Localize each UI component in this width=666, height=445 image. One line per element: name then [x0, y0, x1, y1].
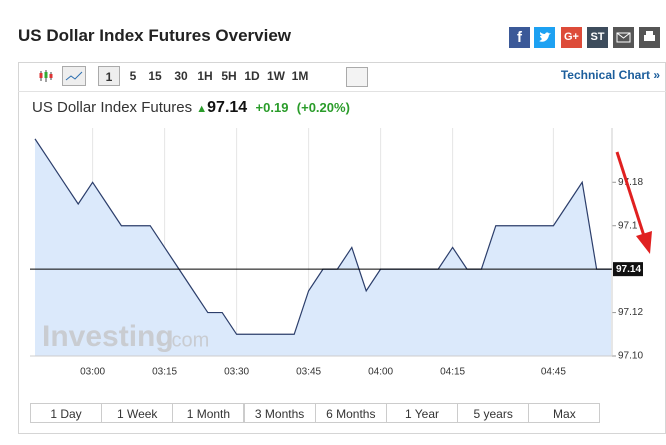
- print-icon: [644, 31, 655, 41]
- range-button[interactable]: 1 Year: [386, 403, 458, 423]
- x-tick-label: 03:30: [224, 367, 249, 378]
- y-tick-label: 97.18: [618, 177, 643, 188]
- interval-button[interactable]: 1: [98, 66, 120, 86]
- annotation-arrow: [615, 151, 646, 237]
- range-button[interactable]: 1 Week: [101, 403, 174, 423]
- range-button[interactable]: 6 Months: [314, 403, 387, 423]
- area-fill: [35, 138, 611, 356]
- settings-button[interactable]: [346, 67, 368, 87]
- interval-button[interactable]: 1M: [291, 69, 309, 83]
- interval-button[interactable]: 1H: [197, 69, 213, 83]
- chart: Investing .com 97.10 97.12 97.1 97.18 03:00 0…: [30, 128, 652, 378]
- x-tick-label: 04:45: [541, 367, 566, 378]
- interval-button[interactable]: 5H: [221, 69, 237, 83]
- y-tick-label: 97.10: [618, 351, 643, 362]
- mail-icon: [616, 32, 631, 43]
- candle-button[interactable]: [36, 66, 56, 86]
- x-tick-label: 03:45: [296, 367, 321, 378]
- candle-icon: [39, 70, 53, 82]
- interval-button[interactable]: 15: [148, 69, 162, 83]
- interval-button[interactable]: 30: [174, 69, 188, 83]
- interval-button[interactable]: 1W: [267, 69, 285, 83]
- share-facebook[interactable]: f: [509, 27, 530, 48]
- interval-button[interactable]: 5: [129, 69, 137, 83]
- price: 97.14: [207, 99, 248, 116]
- up-arrow: ▲: [196, 103, 208, 115]
- share-stocktwits[interactable]: ST: [587, 27, 608, 48]
- last-price-label: 97.14: [616, 264, 641, 275]
- share-twitter[interactable]: [534, 27, 555, 48]
- line-button[interactable]: [62, 66, 86, 86]
- title: US Dollar Index Futures Overview: [18, 26, 292, 45]
- watermark-suffix: .com: [166, 329, 209, 351]
- x-tick-label: 03:00: [80, 367, 105, 378]
- y-tick-label: 97.12: [618, 307, 643, 318]
- range-button[interactable]: 1 Month: [172, 403, 245, 423]
- technical-chart-link[interactable]: Technical Chart »: [560, 68, 660, 82]
- share-email[interactable]: [613, 27, 634, 48]
- watermark-brand: Investing: [42, 320, 174, 353]
- y-tick-label: 97.1: [618, 220, 638, 231]
- x-tick-label: 04:00: [368, 367, 393, 378]
- share-google[interactable]: G+: [561, 27, 582, 48]
- twitter-icon: [539, 32, 551, 42]
- change-percent: (+0.20%): [296, 100, 350, 115]
- annotation-arrowhead: [636, 231, 652, 254]
- x-tick-label: 04:15: [440, 367, 465, 378]
- last-price-box: [613, 262, 643, 277]
- divider: [18, 91, 666, 92]
- range-button[interactable]: 3 Months: [243, 403, 316, 423]
- interval-button[interactable]: 1D: [244, 69, 260, 83]
- quote: US Dollar Index Futures ▲97.14 +0.19 (+0…: [32, 99, 350, 117]
- change: +0.19: [255, 100, 289, 115]
- print[interactable]: [639, 27, 660, 48]
- range-button[interactable]: 1 Day: [30, 403, 102, 423]
- range-button[interactable]: Max: [528, 403, 601, 423]
- instrument-name: US Dollar Index Futures: [32, 99, 193, 116]
- line-icon: [65, 71, 83, 81]
- range-button[interactable]: 5 years: [457, 403, 530, 423]
- x-tick-label: 03:15: [152, 367, 177, 378]
